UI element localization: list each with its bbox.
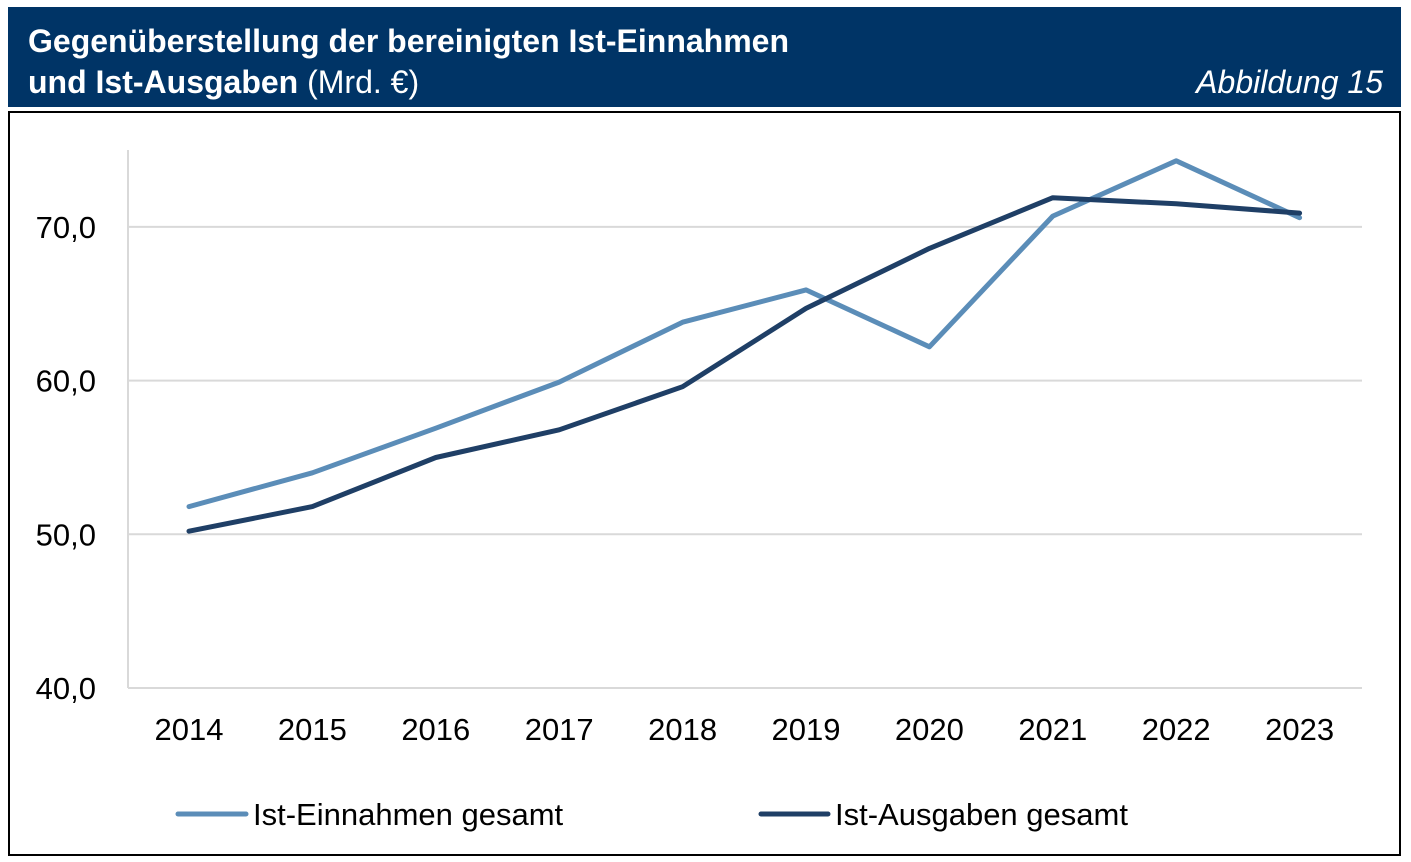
chart-title-bold: und Ist-Ausgaben xyxy=(28,64,299,100)
x-tick-label: 2022 xyxy=(1142,712,1211,747)
x-tick-label: 2020 xyxy=(895,712,964,747)
x-tick-label: 2019 xyxy=(772,712,841,747)
figure-label: Abbildung 15 xyxy=(1196,64,1383,100)
x-tick-label: 2023 xyxy=(1265,712,1334,747)
x-tick-label: 2018 xyxy=(648,712,717,747)
gridlines xyxy=(128,225,1362,536)
series-line-einnahmen xyxy=(186,158,1303,510)
series-line-ausgaben xyxy=(186,195,1303,534)
legend: Ist-Einnahmen gesamt Ist-Ausgaben gesamt xyxy=(175,797,1128,832)
series-lines xyxy=(186,158,1303,534)
y-tick-label: 60,0 xyxy=(36,364,96,399)
x-tick-label: 2016 xyxy=(401,712,470,747)
y-tick-label: 50,0 xyxy=(36,517,96,552)
x-tick-label: 2014 xyxy=(155,712,224,747)
chart-header: Gegenüberstellung der bereinigten Ist-Ei… xyxy=(8,7,1401,107)
chart-title-line1: Gegenüberstellung der bereinigten Ist-Ei… xyxy=(28,23,789,59)
y-tick-label: 70,0 xyxy=(36,210,96,245)
x-tick-labels: 2014 2015 2016 2017 2018 2019 2020 2021 2022 2023 xyxy=(155,712,1335,747)
chart-title-unit: (Mrd. €) xyxy=(298,64,420,100)
y-tick-label: 40,0 xyxy=(36,671,96,706)
chart-frame xyxy=(8,111,1401,856)
x-tick-label: 2015 xyxy=(278,712,347,747)
legend-label-einnahmen: Ist-Einnahmen gesamt xyxy=(253,797,564,832)
x-tick-label: 2021 xyxy=(1018,712,1087,747)
y-tick-labels: 40,0 50,0 60,0 70,0 xyxy=(36,210,96,706)
chart-title-line2: und Ist-Ausgaben (Mrd. €) xyxy=(28,64,419,101)
legend-label-ausgaben: Ist-Ausgaben gesamt xyxy=(835,797,1128,832)
axes xyxy=(127,150,1362,689)
x-tick-label: 2017 xyxy=(525,712,594,747)
